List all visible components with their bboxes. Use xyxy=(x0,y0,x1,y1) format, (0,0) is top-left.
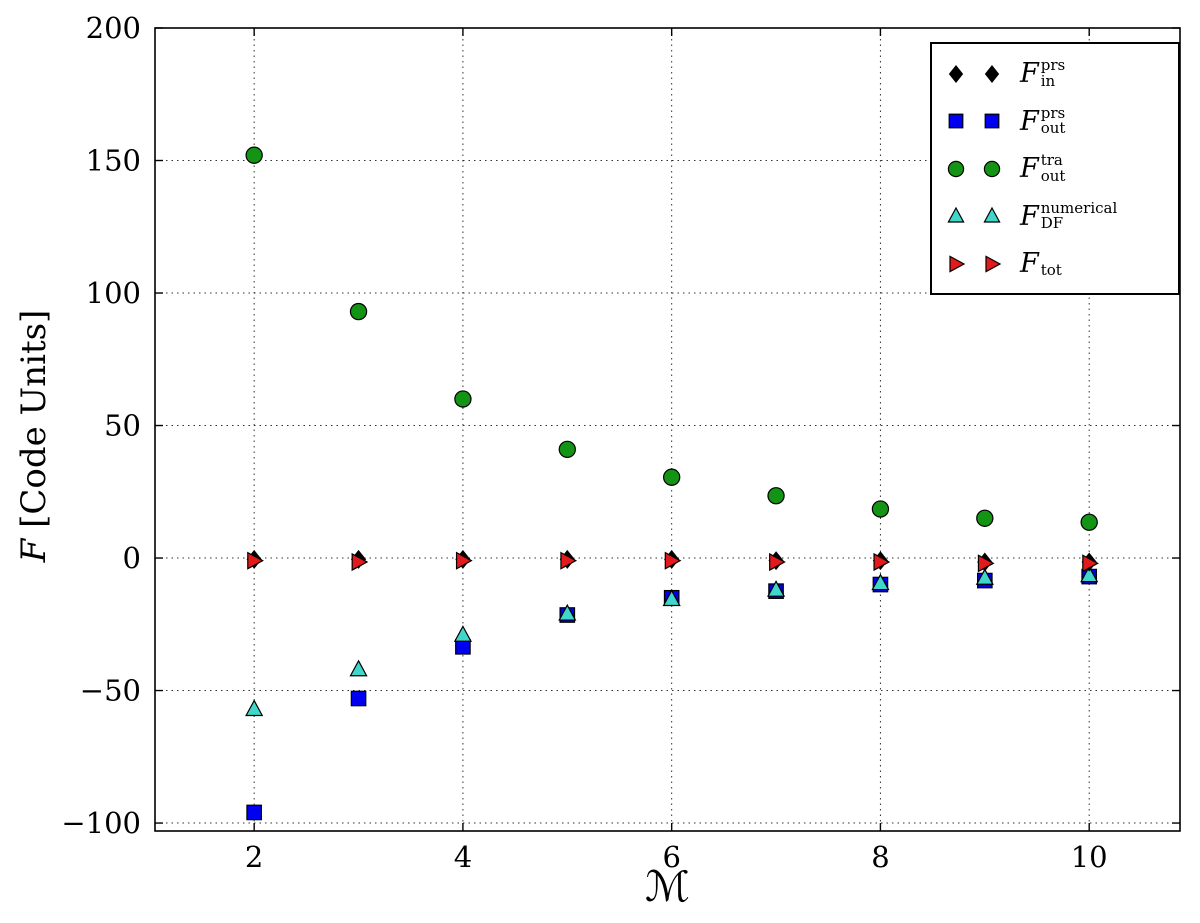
data-point-triangle-up xyxy=(983,206,1001,223)
y-tick-label: −50 xyxy=(80,674,141,708)
circle-marker-icon xyxy=(983,160,1001,177)
data-point-triangle-right xyxy=(1082,554,1099,573)
data-point-circle xyxy=(976,509,994,527)
data-point-square xyxy=(984,113,1000,129)
y-tick-label: 50 xyxy=(104,409,141,443)
x-tick-label: 4 xyxy=(454,840,472,874)
square-marker-icon xyxy=(984,113,1000,129)
data-point-circle xyxy=(663,468,681,486)
data-point-circle xyxy=(1080,513,1098,531)
legend-marker-pair xyxy=(944,158,1004,180)
data-point-triangle-right xyxy=(560,551,578,570)
y-tick-label: 150 xyxy=(86,144,141,178)
x-axis-label: ℳ xyxy=(645,862,690,911)
data-point-triangle-up xyxy=(766,580,786,597)
y-axis-label-units: [Code Units] xyxy=(14,309,54,539)
legend-marker-pair xyxy=(944,63,1004,85)
data-point-triangle-up xyxy=(349,659,368,677)
legend-marker-pair xyxy=(944,253,1004,275)
legend-label-scripts: tra out xyxy=(1040,151,1066,185)
data-point-triangle-up xyxy=(558,603,577,621)
data-point-circle xyxy=(947,160,965,177)
y-tick-label: 0 xyxy=(123,541,141,575)
data-point-triangle-right xyxy=(351,552,369,572)
y-tick-label: 100 xyxy=(86,276,141,310)
y-tick-label: −100 xyxy=(61,806,141,840)
data-point-square xyxy=(246,804,262,821)
data-point-triangle-up xyxy=(947,206,965,223)
legend-label-symbol: F xyxy=(1020,105,1039,137)
data-point-triangle-up xyxy=(662,589,681,607)
data-point-triangle-right xyxy=(985,254,1002,273)
data-point-diamond xyxy=(984,64,1000,83)
data-point-circle xyxy=(454,390,472,408)
y-axis-label-symbol: F xyxy=(14,538,54,563)
diamond-marker-icon xyxy=(948,64,964,83)
data-point-triangle-up xyxy=(453,625,473,642)
legend-label-scripts: tot xyxy=(1040,261,1062,280)
data-point-square xyxy=(948,113,964,129)
data-point-circle xyxy=(558,440,576,459)
legend-label-symbol: F xyxy=(1020,200,1039,232)
y-tick-label: 200 xyxy=(86,11,141,45)
data-point-triangle-right xyxy=(949,254,966,273)
x-tick-label: 2 xyxy=(245,840,263,874)
legend-label-symbol: F xyxy=(1020,248,1039,279)
legend-label-scripts: numerical DF xyxy=(1040,198,1118,233)
data-point-triangle-right xyxy=(873,552,891,572)
legend-marker-pair xyxy=(944,205,1004,227)
legend-label-symbol: F xyxy=(1020,58,1039,90)
data-point-diamond xyxy=(948,64,964,83)
legend-marker-pair xyxy=(944,110,1004,132)
data-point-circle xyxy=(349,302,368,321)
legend-label-scripts: prs in xyxy=(1040,56,1066,90)
data-point-square xyxy=(350,690,367,707)
x-tick-label: 6 xyxy=(662,840,680,874)
triangle-up-marker-icon xyxy=(983,206,1001,223)
data-point-triangle-right xyxy=(769,552,786,572)
data-point-triangle-right xyxy=(664,551,682,570)
data-point-triangle-right xyxy=(455,551,473,570)
triangle-right-marker-icon xyxy=(985,254,1002,273)
data-point-triangle-up xyxy=(245,699,264,717)
legend-label-symbol: F xyxy=(1020,153,1039,185)
triangle-right-marker-icon xyxy=(949,254,966,273)
legend-label-scripts: prs out xyxy=(1040,103,1066,138)
data-point-circle xyxy=(983,160,1001,177)
x-tick-label: 8 xyxy=(871,840,889,874)
data-point-circle xyxy=(245,146,263,164)
y-axis-label: F [Code Units] xyxy=(14,236,54,636)
diamond-marker-icon xyxy=(984,64,1000,83)
data-point-triangle-up xyxy=(1080,565,1099,583)
data-point-triangle-right xyxy=(247,551,264,570)
circle-marker-icon xyxy=(947,160,965,177)
plot-border xyxy=(154,27,1181,832)
x-tick-label: 10 xyxy=(1071,840,1108,874)
data-point-triangle-up xyxy=(975,568,994,585)
data-point-circle xyxy=(871,500,890,518)
data-point-triangle-up xyxy=(871,573,890,591)
data-point-circle xyxy=(767,487,785,505)
data-point-triangle-right xyxy=(977,554,995,573)
triangle-up-marker-icon xyxy=(947,206,965,223)
square-marker-icon xyxy=(948,113,964,129)
